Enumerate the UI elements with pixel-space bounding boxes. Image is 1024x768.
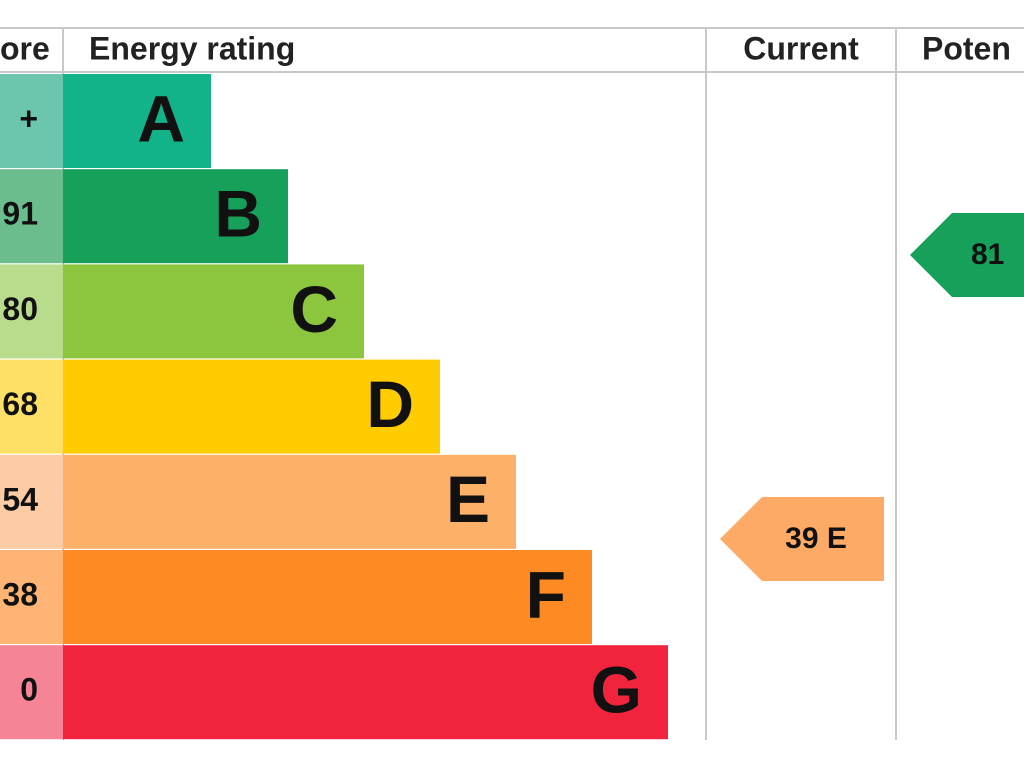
score-cell xyxy=(0,550,63,644)
rating-letter: G xyxy=(591,653,642,727)
score-label: + xyxy=(19,100,38,136)
score-cell xyxy=(0,264,63,359)
score-cell xyxy=(0,169,63,264)
score-label: 80 xyxy=(2,291,38,327)
rating-bar xyxy=(63,454,516,549)
rating-bar xyxy=(63,169,288,264)
potential-header: Poten xyxy=(922,30,1011,66)
rating-bar xyxy=(63,264,364,359)
rating-letter: B xyxy=(214,177,262,251)
score-label: 0 xyxy=(20,672,38,708)
rating-bar xyxy=(63,74,211,168)
score-cell xyxy=(0,359,63,454)
potential-arrow xyxy=(910,213,1024,297)
score-label: 54 xyxy=(2,481,38,517)
current-label: 39 E xyxy=(785,522,847,555)
current-header: Current xyxy=(743,30,859,66)
score-label: 38 xyxy=(2,576,38,612)
score-cell xyxy=(0,74,63,168)
rating-bar xyxy=(63,550,592,644)
score-cell xyxy=(0,645,63,740)
rating-letter: A xyxy=(137,81,185,155)
score-label: 68 xyxy=(2,386,38,422)
rating-bar xyxy=(63,359,440,454)
potential-label: 81 xyxy=(971,238,1004,271)
rating-bar xyxy=(63,645,668,740)
rating-header: Energy rating xyxy=(89,30,295,66)
rating-letter: E xyxy=(446,462,490,536)
current-arrow xyxy=(720,497,884,581)
score-header: ore xyxy=(0,30,50,66)
score-cell xyxy=(0,454,63,549)
score-label: 91 xyxy=(2,196,38,232)
rating-letter: F xyxy=(526,557,566,631)
rating-letter: D xyxy=(366,367,414,441)
rating-letter: C xyxy=(290,272,338,346)
